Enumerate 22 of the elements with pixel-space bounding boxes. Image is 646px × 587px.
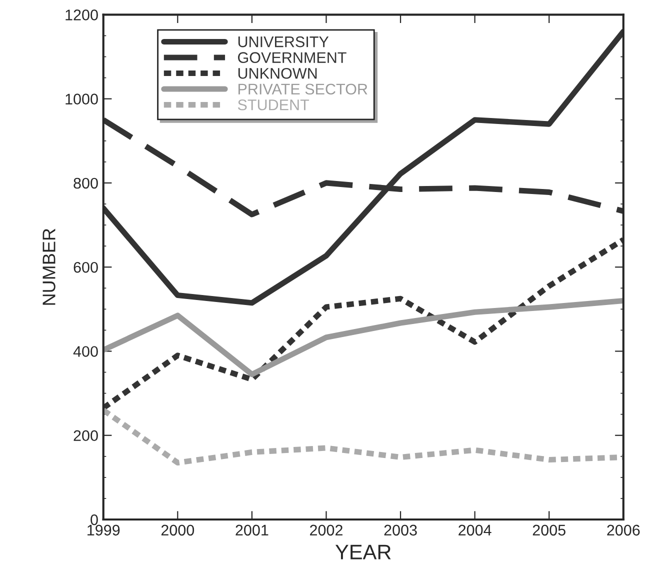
x-axis-title: YEAR xyxy=(335,544,391,560)
x-tick-label: 2003 xyxy=(384,524,417,536)
y-tick-label: 1000 xyxy=(66,94,98,104)
legend-label: PRIVATE SECTOR xyxy=(238,84,368,95)
y-tick-label: 600 xyxy=(74,262,98,273)
legend-label: UNIVERSITY xyxy=(238,36,329,48)
y-tick-label: 800 xyxy=(74,178,98,189)
legend-label: STUDENT xyxy=(238,99,310,110)
x-tick-label: 2000 xyxy=(161,524,194,536)
x-tick-label: 2004 xyxy=(458,524,492,536)
y-axis-title: NUMBER xyxy=(42,228,56,305)
x-tick-label: 2005 xyxy=(532,524,566,536)
legend-label: UNKNOWN xyxy=(238,68,317,79)
legend-label: GOVERNMENT xyxy=(238,52,346,63)
x-tick-label: 2006 xyxy=(607,524,640,536)
y-tick-label: 400 xyxy=(73,346,98,357)
x-tick-label: 1999 xyxy=(88,524,120,536)
y-tick-label: 0 xyxy=(90,514,98,526)
y-tick-label: 1200 xyxy=(66,10,98,20)
x-tick-label: 2001 xyxy=(236,524,268,536)
x-tick-label: 2002 xyxy=(310,524,342,536)
y-tick-label: 200 xyxy=(74,430,98,442)
